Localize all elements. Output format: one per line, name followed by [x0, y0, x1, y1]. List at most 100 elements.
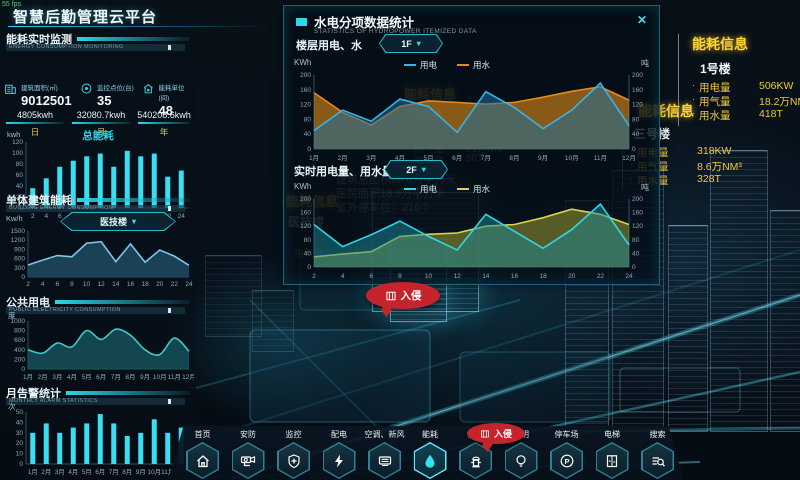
section-building-energy: 单体建筑能耗 — [6, 192, 190, 208]
svg-text:80: 80 — [304, 116, 312, 123]
svg-text:50: 50 — [16, 409, 24, 416]
svg-text:0: 0 — [21, 274, 25, 281]
intrusion-alert-bubble-2[interactable]: 入侵 — [467, 423, 525, 444]
svg-text:3月: 3月 — [55, 468, 65, 476]
nav-item-bolt[interactable]: 配电 — [318, 429, 361, 479]
nav-item-shield[interactable]: 监控 — [272, 429, 315, 479]
section-subtitle-en: PUBLIC ELECTRICITY CONSUMPTION — [6, 307, 185, 314]
right-axis-unit: 吨 — [641, 59, 649, 68]
intrusion-alert-bubble[interactable]: 入侵 — [366, 282, 440, 309]
svg-text:14: 14 — [482, 273, 490, 280]
svg-text:12: 12 — [98, 281, 106, 288]
left-axis-unit: KWh — [294, 58, 312, 67]
nav-hexagon[interactable] — [413, 442, 447, 479]
floor-select-1[interactable]: 1F ▾ — [379, 34, 443, 53]
nav-item-label: 配电 — [331, 430, 347, 439]
nav-item-label: 安防 — [240, 430, 256, 439]
nav-item-search[interactable]: 搜索 — [636, 429, 679, 479]
building-wireframe — [710, 150, 768, 432]
nav-hexagon[interactable] — [322, 442, 356, 479]
svg-text:40: 40 — [632, 131, 640, 138]
svg-text:6: 6 — [58, 213, 62, 220]
svg-text:1000: 1000 — [11, 318, 26, 325]
nav-item-label: 搜索 — [649, 430, 666, 439]
nav-hexagon[interactable]: P — [550, 442, 583, 479]
svg-text:3月: 3月 — [52, 373, 62, 381]
svg-text:5月: 5月 — [82, 468, 92, 476]
hvac-icon — [378, 455, 391, 466]
nav-item-home[interactable]: 首页 — [181, 429, 224, 479]
floor-select-2[interactable]: 2F ▾ — [384, 160, 448, 179]
chevron-down-icon: ▾ — [416, 39, 421, 48]
legend-dash-water — [457, 63, 470, 67]
svg-text:11月: 11月 — [168, 373, 181, 381]
svg-text:1月: 1月 — [28, 468, 38, 476]
nav-item-elevator[interactable]: 电梯 — [591, 429, 634, 479]
nav-hexagon[interactable] — [231, 442, 265, 479]
legend-dash-electricity — [404, 187, 416, 191]
modal-title: 水电分项数据统计 — [314, 16, 415, 30]
svg-text:20: 20 — [16, 194, 24, 201]
building-name: 1号楼 — [700, 62, 731, 76]
svg-text:80: 80 — [304, 237, 312, 244]
section-public-power: 公共用电 — [6, 294, 190, 310]
home-icon — [196, 454, 209, 467]
svg-text:11月: 11月 — [161, 468, 174, 476]
svg-text:20: 20 — [16, 440, 24, 447]
svg-text:200: 200 — [632, 72, 643, 79]
svg-text:4月: 4月 — [68, 468, 78, 476]
chart-title-total-energy: 总能耗 — [82, 130, 114, 142]
svg-text:160: 160 — [632, 87, 643, 94]
nav-item-label: 监控 — [285, 430, 302, 439]
stat-value: 48 — [158, 103, 173, 118]
nav-hexagon[interactable] — [277, 442, 310, 479]
svg-text:6月: 6月 — [452, 154, 462, 162]
svg-text:160: 160 — [632, 210, 643, 217]
nav-hexagon[interactable] — [641, 442, 674, 479]
info-row: · 用电量 506KW — [692, 80, 794, 94]
nav-hexagon[interactable] — [186, 442, 219, 479]
svg-text:4: 4 — [341, 273, 345, 280]
nav-hexagon[interactable] — [368, 442, 401, 479]
svg-text:160: 160 — [300, 210, 311, 217]
svg-text:100: 100 — [12, 150, 23, 157]
svg-text:6: 6 — [369, 273, 373, 280]
svg-text:8月: 8月 — [122, 468, 132, 476]
info-row: · 用水量 418T — [692, 108, 783, 122]
svg-text:40: 40 — [304, 250, 312, 257]
svg-text:22: 22 — [171, 281, 179, 288]
svg-text:10月: 10月 — [153, 373, 167, 381]
section-title: 月告警统计 — [6, 388, 61, 400]
nav-hexagon[interactable] — [504, 442, 538, 479]
nav-item-drop[interactable]: 能耗 — [409, 429, 452, 479]
building-select[interactable]: 医技楼 ▾ — [60, 212, 176, 231]
svg-text:12: 12 — [454, 273, 462, 280]
nav-item-hvac[interactable]: 空调、新风 — [363, 429, 406, 479]
nav-hexagon[interactable] — [595, 442, 629, 479]
svg-text:0: 0 — [307, 146, 311, 153]
svg-text:300: 300 — [14, 265, 25, 272]
svg-text:900: 900 — [14, 246, 25, 253]
svg-text:160: 160 — [300, 87, 311, 94]
close-icon[interactable]: ✕ — [636, 13, 647, 27]
section-alarm-stats: 月告警统计 — [6, 385, 190, 401]
svg-text:14: 14 — [112, 281, 120, 288]
svg-text:600: 600 — [14, 256, 25, 263]
svg-text:10: 10 — [16, 451, 24, 458]
svg-text:24: 24 — [625, 273, 633, 280]
svg-text:120: 120 — [300, 102, 311, 109]
nav-item-parking[interactable]: 停车场 P — [545, 429, 588, 479]
svg-text:800: 800 — [14, 328, 25, 335]
building-wireframe — [770, 210, 800, 432]
nav-item-camera[interactable]: 安防 — [227, 429, 270, 479]
svg-text:7月: 7月 — [481, 154, 491, 162]
svg-text:6月: 6月 — [95, 468, 105, 476]
svg-text:60: 60 — [16, 172, 24, 179]
total-day: 4805kwh 日 — [2, 110, 68, 138]
svg-text:20: 20 — [156, 281, 164, 288]
nav-item-label: 电梯 — [604, 430, 620, 439]
